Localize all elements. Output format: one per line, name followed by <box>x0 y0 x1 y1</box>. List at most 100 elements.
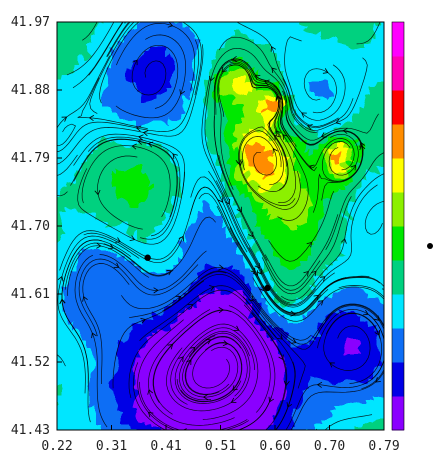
field-cell <box>297 166 304 173</box>
field-cell <box>207 280 214 287</box>
field-cell <box>249 394 256 401</box>
field-cell <box>309 130 316 137</box>
field-cell <box>87 406 94 413</box>
field-cell <box>249 28 256 35</box>
field-cell <box>93 22 100 29</box>
field-cell <box>219 424 226 430</box>
field-cell <box>171 76 178 83</box>
field-cell <box>231 346 238 353</box>
field-cell <box>375 358 382 365</box>
field-cell <box>357 268 364 275</box>
field-cell <box>315 202 322 209</box>
field-cell <box>327 124 334 131</box>
field-cell <box>255 106 262 113</box>
field-cell <box>381 94 384 101</box>
field-cell <box>129 328 136 335</box>
field-cell <box>363 166 370 173</box>
field-cell <box>213 40 220 47</box>
field-cell <box>291 268 298 275</box>
field-cell <box>315 370 322 377</box>
field-cell <box>357 100 364 107</box>
field-cell <box>261 64 268 71</box>
field-cell <box>141 118 148 125</box>
field-cell <box>375 148 382 155</box>
field-cell <box>249 274 256 281</box>
field-cell <box>381 424 384 430</box>
field-cell <box>327 280 334 287</box>
field-cell <box>375 424 382 430</box>
field-cell <box>123 166 130 173</box>
field-cell <box>129 262 136 269</box>
field-cell <box>285 388 292 395</box>
field-cell <box>135 226 142 233</box>
streamline <box>77 77 148 129</box>
field-cell <box>117 214 124 221</box>
field-cell <box>183 286 190 293</box>
field-cell <box>105 280 112 287</box>
field-cell <box>309 172 316 179</box>
field-cell <box>213 256 220 263</box>
field-cell <box>243 262 250 269</box>
field-cell <box>213 352 220 359</box>
field-cell <box>225 190 232 197</box>
field-cell <box>111 304 118 311</box>
field-cell <box>381 184 384 191</box>
field-cell <box>345 286 352 293</box>
field-cell <box>225 22 232 29</box>
field-cell <box>273 382 280 389</box>
field-cell <box>45 322 52 329</box>
field-cell <box>165 106 172 113</box>
field-cell <box>183 232 190 239</box>
streamline <box>281 173 384 301</box>
field-cell <box>177 142 184 149</box>
field-cell <box>231 22 238 29</box>
field-cell <box>345 214 352 221</box>
field-cell <box>87 412 94 419</box>
field-cell <box>111 106 118 113</box>
field-cell <box>351 370 358 377</box>
field-cell <box>291 232 298 239</box>
field-cell <box>327 364 334 371</box>
field-cell <box>189 250 196 257</box>
field-cell <box>99 406 106 413</box>
field-cell <box>363 298 370 305</box>
field-cell <box>171 364 178 371</box>
field-cell <box>183 316 190 323</box>
field-cell <box>321 148 328 155</box>
field-cell <box>111 160 118 167</box>
field-cell <box>321 322 328 329</box>
field-cell <box>357 412 364 419</box>
field-cell <box>267 112 274 119</box>
streamline <box>325 152 384 250</box>
field-cell <box>351 286 358 293</box>
field-cell <box>111 58 118 65</box>
field-cell <box>285 208 292 215</box>
streamline <box>99 22 202 104</box>
field-cell <box>291 436 298 443</box>
field-cell <box>321 172 328 179</box>
field-cell <box>393 10 400 17</box>
field-cell <box>231 88 238 95</box>
field-cell <box>273 112 280 119</box>
field-cell <box>213 58 220 65</box>
field-cell <box>279 256 286 263</box>
field-cell <box>195 292 202 299</box>
field-cell <box>201 22 208 29</box>
field-cell <box>375 184 382 191</box>
field-cell <box>141 10 148 17</box>
field-cell <box>177 160 184 167</box>
field-cell <box>117 160 124 167</box>
field-cell <box>171 148 178 155</box>
field-cell <box>375 10 382 17</box>
field-cell <box>87 136 94 143</box>
field-cell <box>129 244 136 251</box>
field-cell <box>153 172 160 179</box>
field-cell <box>255 298 262 305</box>
field-cell <box>339 412 346 419</box>
field-cell <box>237 412 244 419</box>
field-cell <box>237 82 244 89</box>
field-cell <box>267 172 274 179</box>
field-cell <box>345 412 352 419</box>
field-cell <box>111 118 118 125</box>
field-cell <box>303 172 310 179</box>
